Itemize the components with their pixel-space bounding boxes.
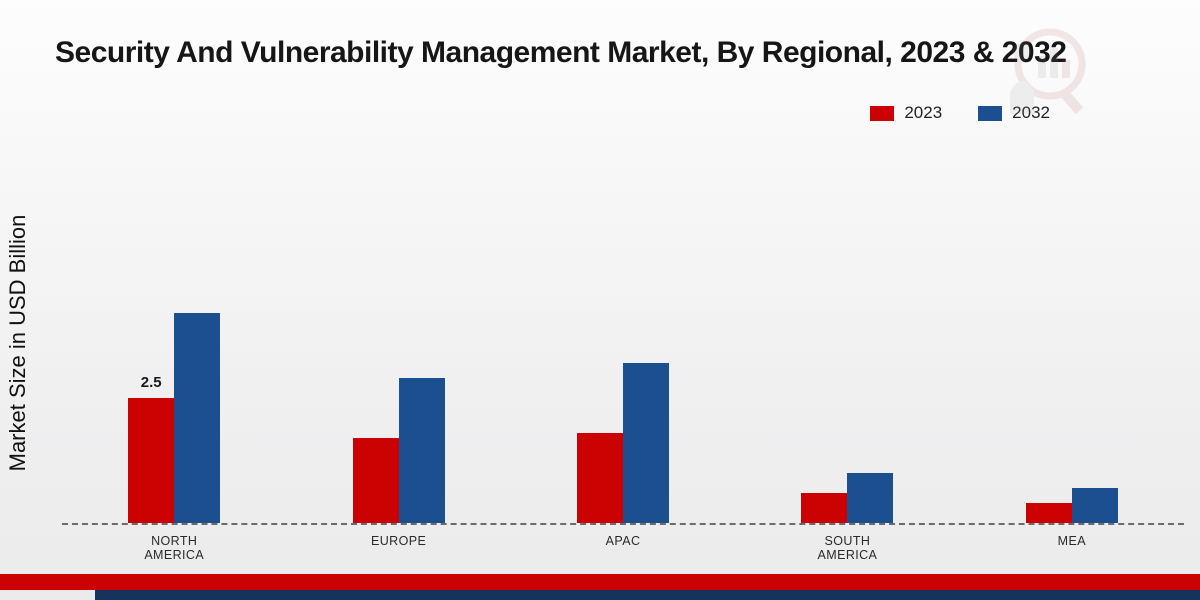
legend-swatch-2032 (978, 105, 1003, 121)
bar-groups: 2.5 (62, 278, 1184, 523)
legend: 2023 2032 (870, 103, 1050, 123)
bar-2023-europe (352, 438, 399, 523)
bar-2032-apac (623, 363, 670, 523)
page-title: Security And Vulnerability Management Ma… (55, 36, 1067, 69)
bar-2032-europe (398, 378, 445, 523)
legend-item-2023: 2023 (870, 103, 942, 123)
bar-group-europe (286, 378, 510, 523)
bar-2023-north-america: 2.5 (128, 374, 175, 523)
footer-strip-red (0, 574, 1200, 590)
bar-2023-mea (1025, 503, 1072, 523)
bar-group-mea (960, 488, 1184, 523)
bar-2023-apac (577, 433, 624, 523)
category-labels: NORTH AMERICA EUROPE APAC SOUTH AMERICA MEA (62, 525, 1184, 562)
bar-value-label-north-america: 2.5 (140, 374, 162, 391)
legend-item-2032: 2032 (978, 103, 1050, 123)
legend-swatch-2023 (870, 105, 895, 121)
y-axis-label: Market Size in USD Billion (5, 214, 30, 472)
bar-2032-south-america (847, 473, 894, 523)
bar-2032-mea (1071, 488, 1118, 523)
category-label-europe: EUROPE (371, 534, 427, 548)
category-label-mea: MEA (1057, 534, 1086, 548)
legend-label-2023: 2023 (904, 103, 943, 122)
x-axis-baseline (62, 523, 1184, 525)
bar-group-north-america: 2.5 (62, 313, 286, 523)
legend-label-2032: 2032 (1012, 103, 1050, 123)
bar-group-south-america (735, 473, 959, 523)
watermark-logo (1010, 28, 1086, 115)
category-label-apac: APAC (605, 534, 641, 548)
category-label-north-america: NORTH AMERICA (144, 534, 205, 562)
bar-2032-north-america (174, 313, 221, 523)
bar-group-apac (511, 363, 735, 523)
bar-chart: 2.5 NORTH AMERICA EUROPE APAC SOUTH AMERICA… (62, 278, 1184, 562)
bar-2023-south-america (801, 493, 848, 523)
category-label-south-america: SOUTH AMERICA (817, 534, 878, 562)
footer-strip-navy (95, 590, 1200, 600)
